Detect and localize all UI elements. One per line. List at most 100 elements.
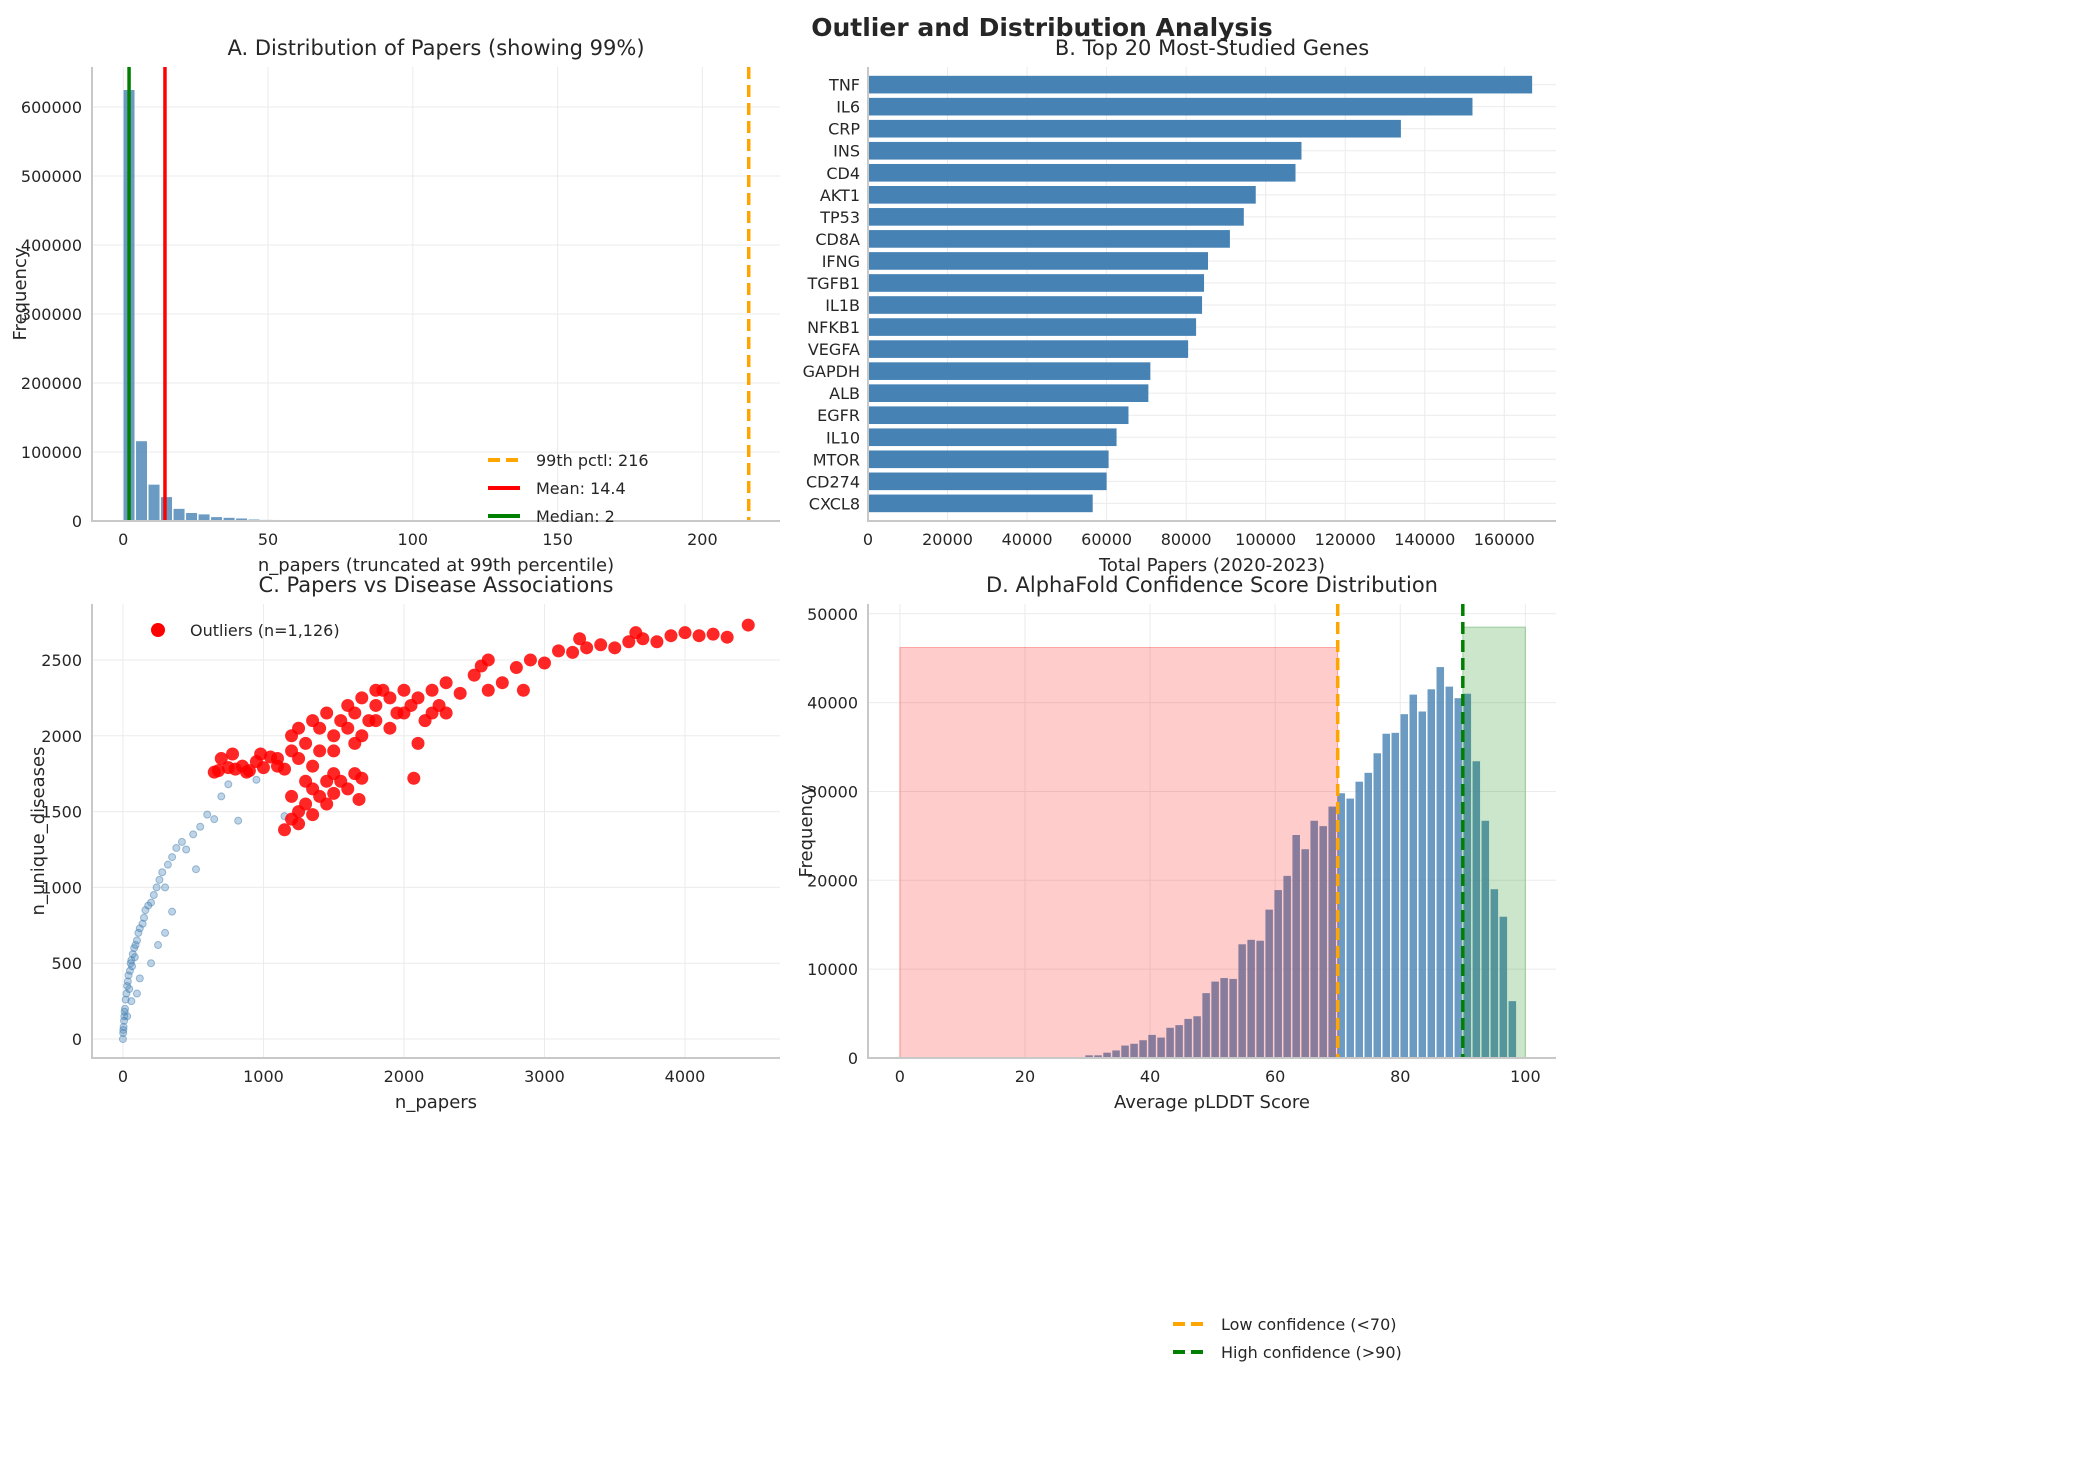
x-axis-label: Average pLDDT Score [1114, 1092, 1310, 1113]
y-tick-label: 50000 [807, 605, 858, 624]
histogram-bar [1490, 889, 1499, 1058]
scatter-point [152, 883, 161, 892]
outlier-point [299, 736, 313, 750]
y-tick-label: TP53 [819, 208, 860, 227]
histogram-bar [1400, 714, 1409, 1058]
outlier-point [327, 729, 341, 743]
panel-b: 0 20000 40000 60000 80000 100000 120000 140000 1… [803, 36, 1556, 576]
outlier-point [495, 676, 509, 690]
legend-label: Low confidence (<70) [1221, 1315, 1397, 1334]
histogram-bar [1427, 689, 1436, 1058]
bar-tnf [868, 75, 1533, 94]
panel-c: 0 1000 2000 3000 4000 0 500 1000 1500 2000 2500 C. … [28, 573, 780, 1113]
legend-label: High confidence (>90) [1221, 1343, 1402, 1362]
outlier-point [214, 752, 228, 766]
outlier-point [741, 618, 755, 632]
outlier-point [355, 691, 369, 705]
scatter-point [172, 843, 181, 852]
outlier-point [327, 786, 341, 800]
x-tick-label: 140000 [1394, 530, 1455, 549]
scatter-point [128, 962, 137, 971]
y-tick-label: 500000 [21, 167, 82, 186]
scatter-point [132, 936, 141, 945]
outlier-point [481, 683, 495, 697]
outlier-point [650, 635, 664, 649]
histogram-bar [1184, 1018, 1192, 1058]
outlier-point [425, 683, 439, 697]
histogram-bar [185, 512, 198, 522]
scatter-point [252, 775, 261, 784]
y-tick-label: 2500 [41, 651, 82, 670]
outlier-point [692, 629, 706, 643]
y-tick-label: INS [833, 142, 860, 161]
outlier-point [270, 752, 284, 766]
outlier-point [706, 627, 720, 641]
bar-il10 [868, 428, 1117, 447]
histogram-bar [1238, 944, 1246, 1058]
scatter-point [141, 906, 150, 915]
scatter-point [147, 898, 156, 907]
outlier-point [566, 645, 580, 659]
panel-title: B. Top 20 Most-Studied Genes [1055, 36, 1369, 60]
scatter-point [210, 815, 219, 824]
bar-crp [868, 119, 1401, 138]
y-tick-label: 30000 [807, 782, 858, 801]
x-tick-label: 50 [258, 530, 278, 549]
y-tick-label: 1000 [41, 878, 82, 897]
scatter-point [147, 959, 156, 968]
y-tick-label: 0 [848, 1049, 858, 1068]
y-tick-label: ALB [829, 384, 860, 403]
x-tick-label: 120000 [1315, 530, 1376, 549]
y-tick-label: VEGFA [808, 340, 860, 359]
scatter-point [123, 1012, 132, 1021]
legend-label: Median: 2 [536, 507, 615, 526]
y-tick-label: CD274 [806, 472, 860, 491]
outlier-point [292, 817, 306, 831]
outlier-point [573, 632, 587, 646]
outlier-point [481, 653, 495, 667]
scatter-point [161, 883, 170, 892]
histogram-bar [1319, 826, 1327, 1058]
x-tick-label: 0 [118, 1067, 128, 1086]
y-tick-label: 300000 [21, 305, 82, 324]
scatter-point [131, 941, 140, 950]
histogram-bar [1166, 1027, 1174, 1058]
histogram-bar [1373, 753, 1381, 1058]
histogram-bar [1355, 781, 1363, 1058]
axis-spines [91, 67, 780, 522]
scatter-point [135, 974, 144, 983]
confidence-region [1462, 626, 1526, 1059]
histogram-bar [1112, 1050, 1120, 1058]
scatter-point [122, 989, 131, 998]
bar-vegfa [868, 340, 1189, 358]
y-tick-label: IL1B [825, 296, 860, 315]
outlier-point [292, 721, 306, 735]
histogram-bar [1175, 1025, 1183, 1058]
y-tick-label: TNF [828, 76, 860, 95]
y-tick-label: 10000 [807, 960, 858, 979]
outlier-point [369, 683, 383, 697]
bar-tgfb1 [868, 274, 1205, 292]
x-tick-label: 0 [895, 1067, 905, 1086]
scatter-point [130, 953, 139, 962]
histogram-bar [1139, 1040, 1147, 1058]
outlier-point [552, 644, 566, 658]
scatter-point [138, 919, 147, 928]
histogram-bar [1499, 916, 1508, 1058]
y-tick-label: CXCL8 [809, 494, 860, 513]
histogram-bar [1508, 1001, 1517, 1058]
legend-label: 99th pctl: 216 [536, 451, 649, 470]
panel-title: C. Papers vs Disease Associations [259, 573, 614, 597]
outlier-point [285, 789, 299, 803]
y-tick-label: 400000 [21, 236, 82, 255]
outlier-point [397, 683, 411, 697]
outlier-point [211, 764, 225, 778]
y-tick-label: AKT1 [820, 186, 860, 205]
y-axis-label: Frequency [10, 247, 31, 340]
y-tick-label: EGFR [817, 406, 860, 425]
outlier-point [278, 823, 292, 837]
outlier-point [313, 721, 327, 735]
histogram-bar [1202, 993, 1210, 1058]
y-tick-label: 2000 [41, 727, 82, 746]
histogram-bar [1292, 834, 1300, 1058]
